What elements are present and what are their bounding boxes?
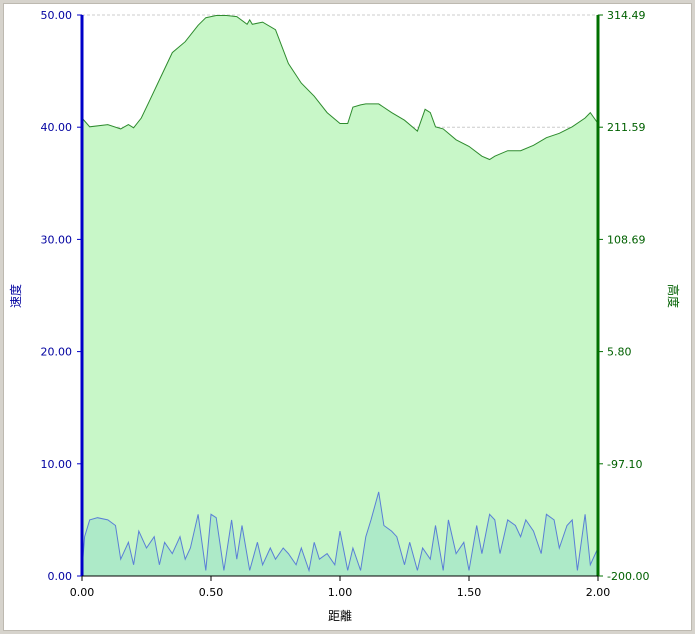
y-right-tick-label: 5.80 (607, 346, 632, 359)
plot-areas (81, 15, 599, 576)
speed-line (81, 491, 599, 573)
y-right-tick-label: 108.69 (607, 233, 646, 246)
x-tick-label: 2.00 (586, 586, 611, 599)
x-axis-label: 距離 (328, 609, 352, 623)
y-right-tick-label: -200.00 (607, 570, 649, 583)
y-left-tick-label: 30.00 (41, 233, 73, 246)
x-tick-label: 0.50 (199, 586, 224, 599)
y-left-tick-label: 10.00 (41, 458, 73, 471)
x-tick-label: 0.00 (70, 586, 95, 599)
altitude-line (81, 15, 599, 161)
y-axis-right-label: 高度 (666, 284, 681, 308)
tick-labels: 0.00 10.00 20.00 30.00 40.00 50.00 -200.00 -97.… (41, 9, 650, 599)
x-tick-label: 1.00 (328, 586, 353, 599)
y-left-tick-label: 50.00 (41, 9, 73, 22)
altitude-area (82, 15, 598, 576)
x-tick-label: 1.50 (457, 586, 482, 599)
y-right-tick-label: 211.59 (607, 121, 646, 134)
y-right-tick-label: 314.49 (607, 9, 646, 22)
y-left-tick-label: 0.00 (48, 570, 73, 583)
y-right-tick-label: -97.10 (607, 458, 642, 471)
y-left-tick-label: 40.00 (41, 121, 73, 134)
axes (77, 14, 603, 581)
y-left-tick-label: 20.00 (41, 346, 73, 359)
y-axis-left-label: 速度 (8, 284, 23, 308)
